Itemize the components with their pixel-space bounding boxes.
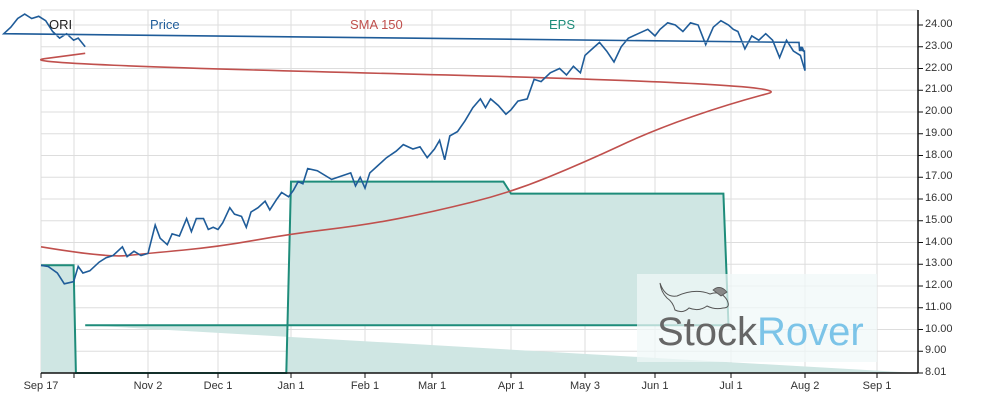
x-tick-label: Aug 2 bbox=[790, 380, 820, 392]
y-tick-label: 19.00 bbox=[925, 126, 953, 139]
x-tick-label: Feb 1 bbox=[350, 380, 380, 392]
x-tick-label: Sep 17 bbox=[23, 380, 59, 392]
y-tick-label: 15.00 bbox=[925, 213, 953, 226]
y-tick-label: 9.00 bbox=[925, 344, 947, 357]
y-tick-label: 8.01 bbox=[925, 366, 947, 378]
axes bbox=[40, 10, 923, 378]
y-tick-label: 23.00 bbox=[925, 39, 953, 52]
sma-150-line bbox=[39, 52, 772, 257]
legend-price[interactable]: Price bbox=[150, 17, 180, 32]
x-tick-label: Jun 1 bbox=[641, 380, 669, 392]
y-tick-label: 22.00 bbox=[925, 61, 953, 74]
legend-ticker: ORI bbox=[49, 17, 73, 32]
y-tick-label: 16.00 bbox=[925, 192, 953, 204]
legend-eps[interactable]: EPS bbox=[549, 17, 576, 32]
x-tick-label: Jan 1 bbox=[277, 380, 305, 392]
y-tick-label: 20.00 bbox=[925, 105, 953, 117]
x-tick-label: Mar 1 bbox=[417, 380, 447, 392]
y-tick-label: 14.00 bbox=[925, 235, 953, 248]
y-tick-label: 21.00 bbox=[925, 83, 953, 96]
x-tick-label: May 3 bbox=[570, 380, 600, 392]
y-tick-label: 24.00 bbox=[925, 18, 953, 30]
x-tick-label: Apr 1 bbox=[497, 380, 525, 392]
eps-line bbox=[41, 180, 730, 374]
y-tick-label: 17.00 bbox=[925, 170, 953, 183]
x-tick-label: Nov 2 bbox=[133, 380, 163, 392]
x-tick-label: Sep 1 bbox=[862, 380, 892, 392]
x-tick-label: Dec 1 bbox=[203, 380, 233, 392]
stockrover-logo: StockRover bbox=[657, 310, 864, 354]
y-tick-label: 11.00 bbox=[925, 300, 952, 313]
legend-sma-150[interactable]: SMA 150 bbox=[350, 17, 403, 32]
y-tick-label: 10.00 bbox=[925, 322, 953, 335]
price-line bbox=[1, 13, 806, 285]
x-tick-label: Jul 1 bbox=[719, 380, 743, 392]
y-tick-label: 12.00 bbox=[925, 279, 953, 291]
y-tick-label: 18.00 bbox=[925, 148, 953, 161]
y-tick-label: 13.00 bbox=[925, 257, 953, 270]
watermark-panel bbox=[637, 274, 877, 362]
dog-mascot-icon bbox=[659, 282, 729, 313]
